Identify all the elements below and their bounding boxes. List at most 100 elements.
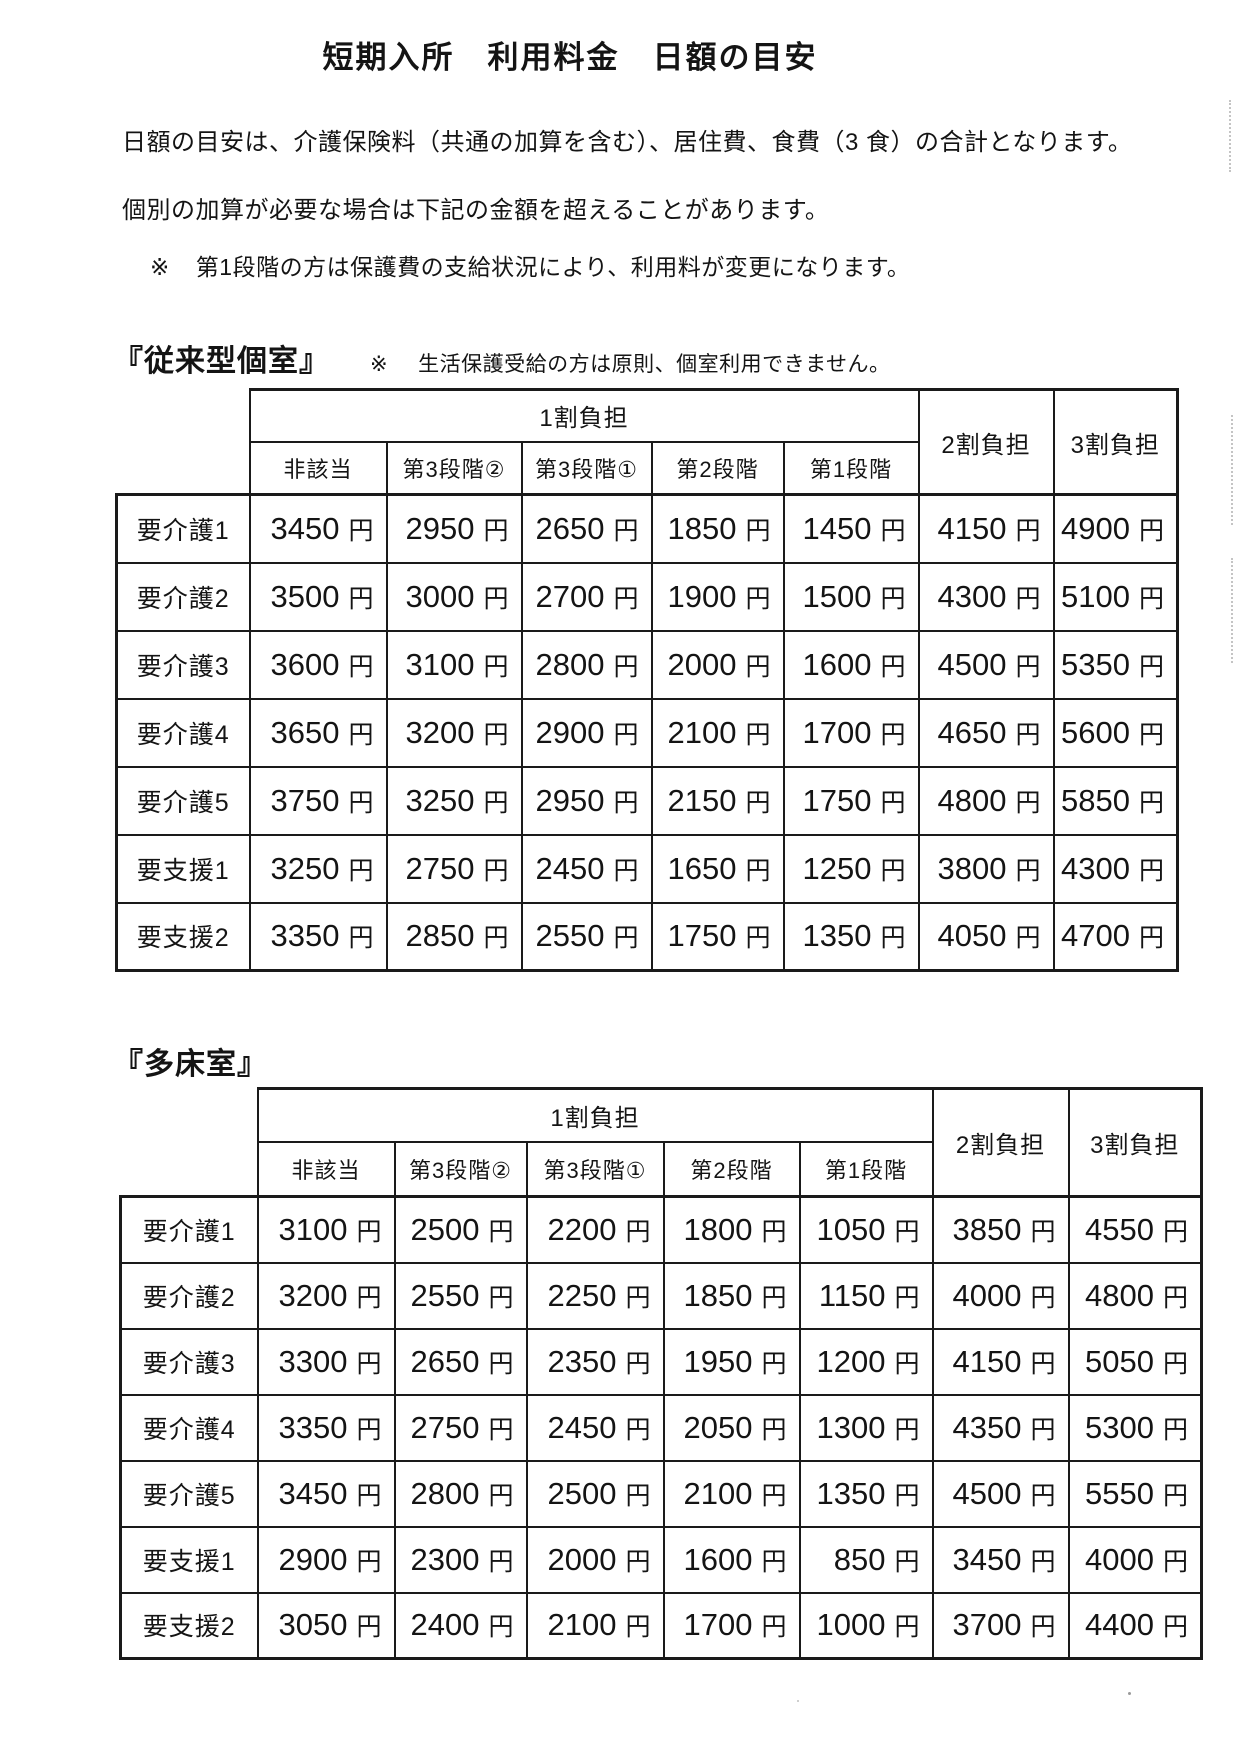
fee-cell: 2050 円: [662, 1393, 801, 1462]
fee-amount: 2750: [405, 850, 475, 886]
unit-label: 円: [488, 1481, 514, 1510]
unit-label: 円: [483, 584, 509, 613]
fee-amount: 3200: [405, 714, 475, 750]
fee-amount: 4300: [1061, 850, 1130, 886]
fee-amount: 3250: [270, 850, 340, 886]
fee-amount: 2100: [547, 1607, 617, 1643]
fee-cell: 5050 円: [1067, 1327, 1203, 1396]
corner-cell: [117, 390, 250, 495]
fee-amount: 1250: [802, 850, 872, 886]
fee-cell: 5550 円: [1067, 1459, 1203, 1528]
unit-label: 円: [761, 1283, 787, 1312]
fee-cell: 4650 円: [917, 697, 1055, 768]
row-label: 要介護1: [119, 1195, 259, 1264]
fee-cell: 3450 円: [248, 493, 388, 564]
fee-amount: 3250: [405, 782, 475, 818]
unit-label: 円: [1015, 720, 1041, 749]
fee-cell: 1750 円: [782, 765, 920, 836]
fee-amount: 3650: [270, 714, 340, 750]
unit-label: 円: [1138, 924, 1164, 953]
col-header: 第3段階①: [520, 440, 653, 496]
fee-cell: 2400 円: [393, 1591, 528, 1660]
fee-table-private-room: 1割負担 2割負担 3割負担 非該当 第3段階② 第3段階① 第2段階 第1段階 要介護1 345…: [115, 388, 1179, 972]
fee-amount: 1600: [802, 646, 872, 682]
fee-cell: 2550 円: [393, 1261, 528, 1330]
fee-amount: 2000: [667, 646, 737, 682]
fee-amount: 1350: [802, 918, 872, 954]
section-heading-private-room: 『従来型個室』 ※ 生活保護受給の方は原則、個室利用できません。: [113, 336, 890, 380]
unit-label: 円: [761, 1415, 787, 1444]
fee-amount: 2550: [535, 918, 605, 954]
unit-label: 円: [1015, 924, 1041, 953]
fee-amount: 3750: [270, 782, 340, 818]
row-label: 要支援2: [115, 901, 251, 972]
fee-amount: 1700: [802, 714, 872, 750]
unit-label: 円: [356, 1481, 382, 1510]
fee-amount: 2100: [683, 1475, 753, 1511]
fee-cell: 1850 円: [662, 1261, 801, 1330]
fee-cell: 4050 円: [917, 901, 1055, 972]
fee-amount: 5550: [1085, 1475, 1154, 1511]
row-label: 要介護5: [115, 765, 251, 836]
fee-cell: 4500 円: [931, 1459, 1070, 1528]
table-row: 要介護5 3450 円 2800 円 2500 円 2100 円 1350 円 4500 円 5550 円: [119, 1459, 1203, 1528]
scan-artifact: [797, 1700, 799, 1702]
fee-amount: 2350: [547, 1343, 617, 1379]
unit-label: 円: [1030, 1481, 1056, 1510]
col-header: 第1段階: [798, 1140, 934, 1198]
fee-table: 1割負担 2割負担 3割負担 非該当 第3段階② 第3段階① 第2段階 第1段階 要介護1 310…: [119, 1087, 1203, 1660]
unit-label: 円: [1138, 856, 1164, 885]
col-header: 非該当: [256, 1140, 396, 1198]
unit-label: 円: [625, 1415, 651, 1444]
fee-cell: 2900 円: [520, 697, 653, 768]
fee-cell: 2500 円: [525, 1459, 665, 1528]
unit-label: 円: [745, 856, 771, 885]
fee-cell: 2950 円: [385, 493, 523, 564]
fee-amount: 3100: [278, 1211, 348, 1247]
fee-cell: 5350 円: [1052, 629, 1179, 700]
unit-label: 円: [1138, 652, 1164, 681]
fee-amount: 1000: [816, 1607, 886, 1643]
section-note-private-room: ※ 生活保護受給の方は原則、個室利用できません。: [370, 348, 890, 378]
fee-amount: 3350: [270, 918, 340, 954]
col-header: 第3段階②: [385, 440, 523, 496]
unit-label: 円: [880, 924, 906, 953]
unit-label: 円: [1030, 1349, 1056, 1378]
fee-table-multi-bed-room: 1割負担 2割負担 3割負担 非該当 第3段階② 第3段階① 第2段階 第1段階 要介護1 310…: [119, 1087, 1203, 1660]
fee-amount: 2950: [535, 782, 605, 818]
fee-cell: 1350 円: [798, 1459, 934, 1528]
unit-label: 円: [894, 1547, 920, 1576]
fee-cell: 2450 円: [525, 1393, 665, 1462]
unit-label: 円: [1162, 1415, 1188, 1444]
fee-cell: 1600 円: [662, 1525, 801, 1594]
fee-cell: 1200 円: [798, 1327, 934, 1396]
fee-cell: 3500 円: [248, 561, 388, 632]
fee-cell: 2850 円: [385, 901, 523, 972]
section-heading-multi-bed-room: 『多床室』: [113, 1039, 268, 1083]
fee-amount: 4500: [952, 1475, 1022, 1511]
fee-amount: 3600: [270, 646, 340, 682]
fee-amount: 1050: [816, 1211, 886, 1247]
fee-cell: 4900 円: [1052, 493, 1179, 564]
fee-cell: 1350 円: [782, 901, 920, 972]
fee-cell: 1250 円: [782, 833, 920, 904]
fee-cell: 2500 円: [393, 1195, 528, 1264]
row-label: 要介護3: [119, 1327, 259, 1396]
unit-label: 円: [894, 1217, 920, 1246]
unit-label: 円: [356, 1349, 382, 1378]
row-label: 要介護2: [115, 561, 251, 632]
fee-cell: 3200 円: [385, 697, 523, 768]
fee-amount: 4700: [1061, 918, 1130, 954]
unit-label: 円: [745, 924, 771, 953]
unit-label: 円: [1162, 1547, 1188, 1576]
fee-cell: 2000 円: [650, 629, 785, 700]
fee-cell: 1050 円: [798, 1195, 934, 1264]
fee-amount: 1300: [816, 1409, 886, 1445]
unit-label: 円: [1015, 652, 1041, 681]
fee-amount: 2800: [410, 1475, 480, 1511]
note-asterisk-marker: ※: [150, 254, 170, 280]
unit-label: 円: [894, 1283, 920, 1312]
unit-label: 円: [745, 516, 771, 545]
unit-label: 円: [488, 1547, 514, 1576]
